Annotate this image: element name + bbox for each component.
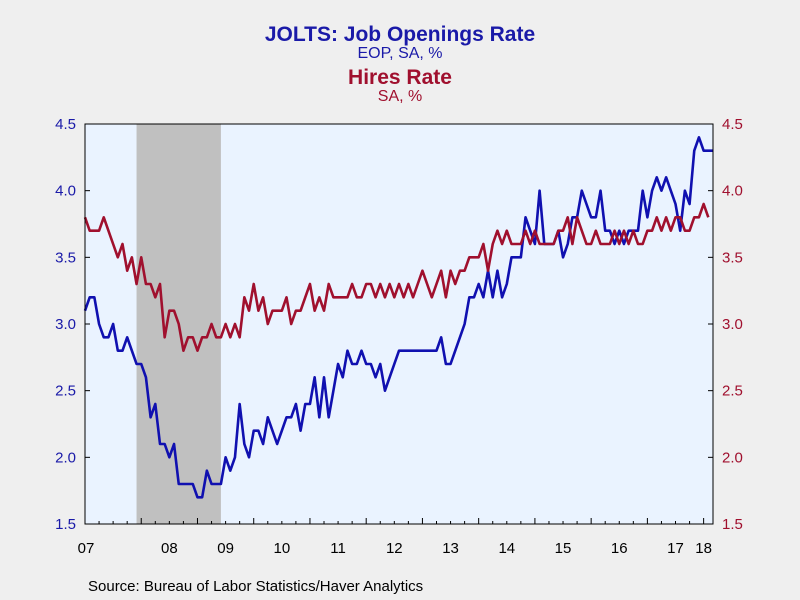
hires-line — [83, 202, 710, 352]
left-tick-label: 3.5 — [55, 249, 76, 266]
x-tick-label: 09 — [217, 540, 234, 557]
x-tick-label: 14 — [498, 540, 515, 557]
ticks-layer: 1.5 2.0 2.5 3.0 3.5 4.0 4.5 1.5 2.0 2.5 3.0 3.5 4.0 4… — [55, 116, 743, 557]
x-tick-label: 13 — [442, 540, 459, 557]
right-tick-label: 3.5 — [722, 249, 743, 266]
x-tick-label: 17 — [667, 540, 684, 557]
chart-subtitle-hires: SA, % — [378, 88, 422, 105]
x-tick-label: 18 — [695, 540, 712, 557]
left-tick-label: 3.0 — [55, 316, 76, 333]
left-tick-label: 2.0 — [55, 449, 76, 466]
x-tick-label: 11 — [330, 540, 346, 557]
x-tick-label: 15 — [555, 540, 572, 557]
x-tick-label: 16 — [611, 540, 628, 557]
job_openings-line — [83, 136, 713, 499]
right-tick-label: 3.0 — [722, 316, 743, 333]
chart-title-hires: Hires Rate — [348, 66, 452, 89]
right-tick-label: 2.5 — [722, 383, 743, 400]
x-tick-label: 12 — [386, 540, 403, 557]
source-note: Source: Bureau of Labor Statistics/Haver… — [88, 578, 423, 595]
x-tick-label: 10 — [273, 540, 290, 557]
right-tick-label: 2.0 — [722, 449, 743, 466]
left-tick-label: 4.0 — [55, 183, 76, 200]
left-tick-label: 4.5 — [55, 116, 76, 133]
left-tick-label: 2.5 — [55, 383, 76, 400]
series-layer — [83, 136, 713, 499]
x-tick-label: 07 — [78, 540, 95, 557]
right-tick-label: 1.5 — [722, 516, 743, 533]
right-tick-label: 4.0 — [722, 183, 743, 200]
chart-title: JOLTS: Job Openings Rate — [265, 23, 535, 46]
left-tick-label: 1.5 — [55, 516, 76, 533]
x-tick-label: 08 — [161, 540, 178, 557]
right-tick-label: 4.5 — [722, 116, 743, 133]
chart-subtitle-job-openings: EOP, SA, % — [357, 45, 442, 62]
